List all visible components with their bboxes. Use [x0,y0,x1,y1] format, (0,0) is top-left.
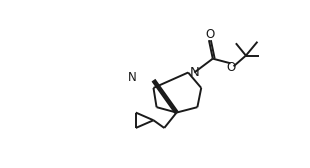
Text: O: O [227,61,236,74]
Text: N: N [128,71,136,84]
Text: O: O [205,28,214,41]
Text: N: N [190,66,199,79]
